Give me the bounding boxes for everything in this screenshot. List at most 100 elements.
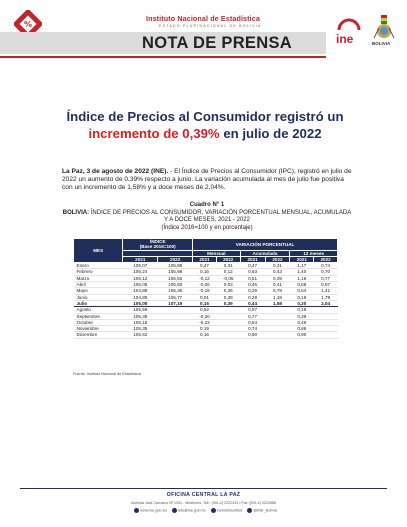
footer-email[interactable]: info@ine.gob.bo (178, 508, 206, 513)
table-caption: Cuadro N° 1 BOLIVIA: ÍNDICE DE PRECIOS A… (62, 202, 352, 232)
table-cell: 0,39 (216, 300, 241, 308)
table-cell: 105,93 (157, 281, 193, 289)
footer-twitter[interactable]: @INE_Bolivia (253, 508, 277, 513)
email-icon (172, 508, 177, 513)
table-cell: 105,24 (122, 268, 158, 276)
table-cell (313, 325, 338, 333)
table-cell: 105,59 (122, 306, 158, 314)
table-cell: 0,47 (240, 262, 266, 270)
table-cell: 0,16 (192, 268, 217, 276)
table-cell: 0,52 (192, 306, 217, 314)
table-cell (265, 331, 290, 339)
table-cell: 0,90 (289, 331, 314, 339)
year-header: 2022 (313, 255, 338, 264)
table-cell: 0,29 (240, 287, 266, 295)
bolivia-coat-of-arms-icon (373, 15, 395, 39)
table-row: Diciembre 105,52 0,16 0,90 0,90 (73, 331, 338, 339)
table-cell: 0,19 (192, 325, 217, 333)
table-cell: 0,51 (240, 275, 266, 283)
table-cell: 0,43 (265, 268, 290, 276)
table-cell (265, 325, 290, 333)
facebook-icon (210, 508, 216, 513)
table-cell: 0,18 (289, 306, 314, 314)
table-cell: 0,36 (216, 287, 241, 295)
row-month: Abril (73, 281, 123, 289)
table-cell: -0,23 (192, 319, 217, 327)
table-cell: 0,54 (240, 319, 266, 327)
row-month: Julio (73, 300, 123, 308)
table-cell: 1,18 (265, 294, 290, 301)
lead-text: - El Índice de Precios al Consumidor (IP… (62, 168, 352, 192)
bolivia-label: BOLIVIA (372, 41, 391, 46)
title-line-1: Índice de Precios al Consumidor registró… (66, 109, 344, 124)
table-cell (313, 306, 338, 314)
table-row: Julio 105,05 107,19 0,15 0,39 0,44 1,58 0,20 2,0… (73, 300, 338, 308)
table-cell (216, 331, 241, 339)
table-cell (157, 325, 193, 333)
footer-website[interactable]: www.ine.gob.bo (140, 508, 167, 513)
table-cell: 0,78 (265, 287, 290, 295)
table-row: Abril 105,05 105,93 -0,06 0,03 0,45 0,41 0,68 0,… (73, 281, 338, 289)
variacion-header: VARIACIÓN PORCENTUAL (192, 238, 338, 251)
table-cell: 0,70 (313, 268, 338, 276)
row-month: Noviembre (73, 325, 123, 333)
table-cell: 0,41 (265, 281, 290, 289)
table-row: Agosto 105,59 0,52 0,97 0,18 (73, 306, 338, 314)
table-cell: 0,19 (289, 294, 314, 301)
table-cell: 0,68 (289, 281, 314, 289)
table-cell: 1,41 (313, 287, 338, 295)
footer-facebook[interactable]: ineboliviaoficial (216, 508, 243, 513)
table-cell (157, 331, 193, 339)
table-row: Enero 105,07 105,88 0,47 0,31 0,47 0,31 1,17 0,7… (73, 262, 338, 270)
indice-header: ÍNDICE (Base 2016=100) (122, 238, 194, 251)
table-cell (157, 306, 193, 314)
table-cell: 105,12 (122, 275, 158, 283)
table-cell: 0,29 (240, 294, 266, 301)
table-cell: 0,39 (289, 313, 314, 320)
lead-paragraph: La Paz, 3 de agosto de 2022 (INE). - El … (62, 168, 352, 193)
table-cell: 1,79 (313, 294, 338, 301)
table-cell: 0,90 (240, 331, 266, 339)
globe-icon (134, 508, 140, 513)
table-cell: 0,31 (265, 262, 290, 270)
table-cell: 0,54 (289, 287, 314, 295)
page-header: % Instituto Nacional de Estadística ESTA… (0, 0, 407, 62)
title-highlight: incremento de 0,39% (88, 126, 220, 141)
table-cell: 104,88 (122, 287, 158, 295)
svg-text:%: % (24, 20, 32, 29)
table-cell: -0,20 (192, 313, 217, 320)
title-line-2: en julio de 2022 (219, 126, 322, 141)
footer-divider (20, 488, 387, 489)
table-note: (Índice 2016=100 y en porcentaje) (161, 224, 253, 231)
table-cell: -0,06 (192, 281, 217, 289)
table-cell: 0,63 (240, 268, 266, 276)
table-cell (313, 331, 338, 339)
table-cell: 107,19 (157, 300, 193, 308)
ine-logo-icon (337, 18, 361, 31)
row-month: Marzo (73, 275, 123, 283)
table-cell: 1,58 (265, 300, 290, 308)
year-header: 2021 (192, 255, 217, 264)
table-cell: 105,05 (122, 281, 158, 289)
table-row: Septiembre 105,39 -0,20 0,77 0,39 (73, 313, 338, 320)
table-row: Mayo 104,88 106,35 -0,16 0,36 0,29 0,78 0,54 1,4… (73, 287, 338, 295)
row-month: Septiembre (73, 313, 123, 320)
table-row: Marzo 105,12 105,93 -0,12 -0,05 0,51 0,39 1,16 0… (73, 275, 338, 283)
table-cell: 0,03 (216, 281, 241, 289)
press-release-title: Índice de Precios al Consumidor registró… (40, 108, 370, 142)
row-month: Octubre (73, 319, 123, 327)
table-cell: 0,31 (216, 262, 241, 270)
table-cell: 1,16 (289, 275, 314, 283)
row-month: Diciembre (73, 331, 123, 339)
ine-emblem-icon: % (14, 10, 42, 38)
ipc-table: MES ÍNDICE (Base 2016=100) VARIACIÓN PORC… (72, 237, 338, 339)
table-cell: 105,05 (122, 300, 158, 308)
table-cell: 1,40 (289, 268, 314, 276)
table-cell: 0,12 (216, 268, 241, 276)
row-month: Junio (73, 294, 123, 301)
table-cell: 0,15 (192, 300, 217, 308)
table-cell: 0,20 (289, 300, 314, 308)
table-cell: 105,98 (157, 268, 193, 276)
table-cell: 0,87 (313, 281, 338, 289)
subheader-12-meses: 12 meses (289, 249, 338, 257)
